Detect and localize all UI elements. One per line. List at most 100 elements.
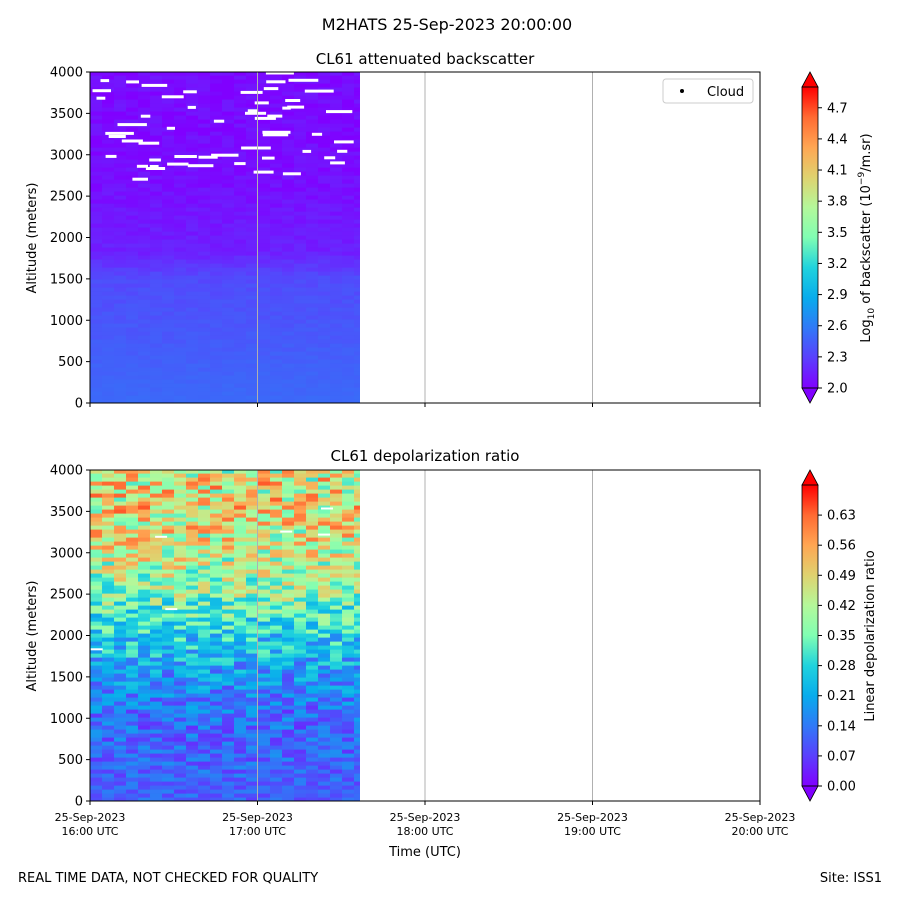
heatmap-cell — [306, 179, 319, 184]
heatmap-cell — [210, 493, 223, 498]
heatmap-cell — [198, 637, 211, 642]
heatmap-cell — [114, 115, 127, 120]
heatmap-cell — [150, 135, 163, 140]
heatmap-cell — [318, 797, 331, 801]
heatmap-cell — [162, 367, 175, 372]
heatmap-cell — [102, 593, 115, 598]
heatmap-cell — [354, 227, 360, 232]
heatmap-cell — [282, 279, 295, 284]
heatmap-cell — [318, 339, 331, 344]
heatmap-cell — [258, 777, 271, 782]
heatmap-cell — [210, 485, 223, 490]
heatmap-cell — [162, 311, 175, 316]
heatmap-cell — [246, 251, 259, 256]
heatmap-cell — [342, 371, 355, 376]
heatmap-cell — [330, 569, 343, 574]
heatmap-cell — [342, 497, 355, 502]
heatmap-cell — [114, 79, 127, 84]
heatmap-cell — [174, 521, 187, 526]
heatmap-cell — [102, 227, 115, 232]
heatmap-cell — [138, 299, 151, 304]
heatmap-cell — [342, 331, 355, 336]
heatmap-cell — [198, 355, 211, 360]
heatmap-cell — [354, 681, 360, 686]
heatmap-cell — [222, 231, 235, 236]
heatmap-cell — [270, 147, 283, 152]
heatmap-cell — [258, 525, 271, 530]
heatmap-cell — [270, 387, 283, 392]
heatmap-cell — [162, 561, 175, 566]
heatmap-cell — [354, 657, 360, 662]
heatmap-cell — [342, 509, 355, 514]
heatmap-cell — [186, 545, 199, 550]
heatmap-cell — [234, 749, 247, 754]
heatmap-cell — [126, 175, 139, 180]
heatmap-cell — [126, 593, 139, 598]
heatmap-cell — [294, 387, 307, 392]
heatmap-cell — [150, 621, 163, 626]
heatmap-cell — [114, 279, 127, 284]
heatmap-cell — [186, 593, 199, 598]
heatmap-cell — [198, 721, 211, 726]
heatmap-cell — [354, 537, 360, 542]
heatmap-cell — [102, 473, 115, 478]
heatmap-cell — [306, 497, 319, 502]
heatmap-cell — [138, 239, 151, 244]
heatmap-cell — [102, 493, 115, 498]
cloud-flag — [187, 105, 196, 109]
heatmap-cell — [174, 351, 187, 356]
cloud-flag — [337, 149, 348, 153]
heatmap-cell — [246, 175, 259, 180]
heatmap-cell — [354, 363, 360, 368]
heatmap-cell — [342, 127, 355, 132]
heatmap-cell — [126, 267, 139, 272]
heatmap-cell — [174, 517, 187, 522]
heatmap-cell — [90, 111, 103, 116]
heatmap-cell — [150, 561, 163, 566]
heatmap-cell — [246, 753, 259, 758]
heatmap-cell — [102, 717, 115, 722]
heatmap-cell — [246, 72, 259, 76]
heatmap-cell — [318, 525, 331, 530]
heatmap-cell — [270, 151, 283, 156]
heatmap-cell — [90, 565, 103, 570]
heatmap-cell — [258, 219, 271, 224]
heatmap-cell — [162, 387, 175, 392]
heatmap-cell — [354, 629, 360, 634]
heatmap-cell — [282, 255, 295, 260]
heatmap-cell — [306, 721, 319, 726]
heatmap-cell — [174, 609, 187, 614]
heatmap-cell — [306, 279, 319, 284]
heatmap-cell — [90, 311, 103, 316]
heatmap-cell — [246, 585, 259, 590]
heatmap-cell — [210, 243, 223, 248]
heatmap-cell — [198, 569, 211, 574]
heatmap-cell — [150, 637, 163, 642]
heatmap-cell — [270, 781, 283, 786]
heatmap-cell — [294, 103, 307, 108]
depolarization-colorbar-label: Linear depolarization ratio — [863, 550, 878, 721]
heatmap-cell — [354, 753, 360, 758]
heatmap-cell — [270, 155, 283, 160]
heatmap-cell — [234, 629, 247, 634]
heatmap-cell — [162, 179, 175, 184]
heatmap-cell — [126, 147, 139, 152]
heatmap-cell — [354, 299, 360, 304]
heatmap-cell — [138, 693, 151, 698]
heatmap-cell — [258, 621, 271, 626]
heatmap-cell — [222, 159, 235, 164]
heatmap-cell — [198, 91, 211, 96]
heatmap-cell — [126, 517, 139, 522]
heatmap-cell — [102, 91, 115, 96]
heatmap-cell — [354, 371, 360, 376]
backscatter-x-ticks — [89, 403, 761, 407]
heatmap-cell — [258, 207, 271, 212]
heatmap-cell — [210, 135, 223, 140]
heatmap-cell — [306, 83, 319, 88]
heatmap-cell — [126, 697, 139, 702]
heatmap-cell — [186, 87, 199, 92]
heatmap-cell — [246, 367, 259, 372]
heatmap-cell — [318, 131, 331, 136]
heatmap-cell — [246, 777, 259, 782]
